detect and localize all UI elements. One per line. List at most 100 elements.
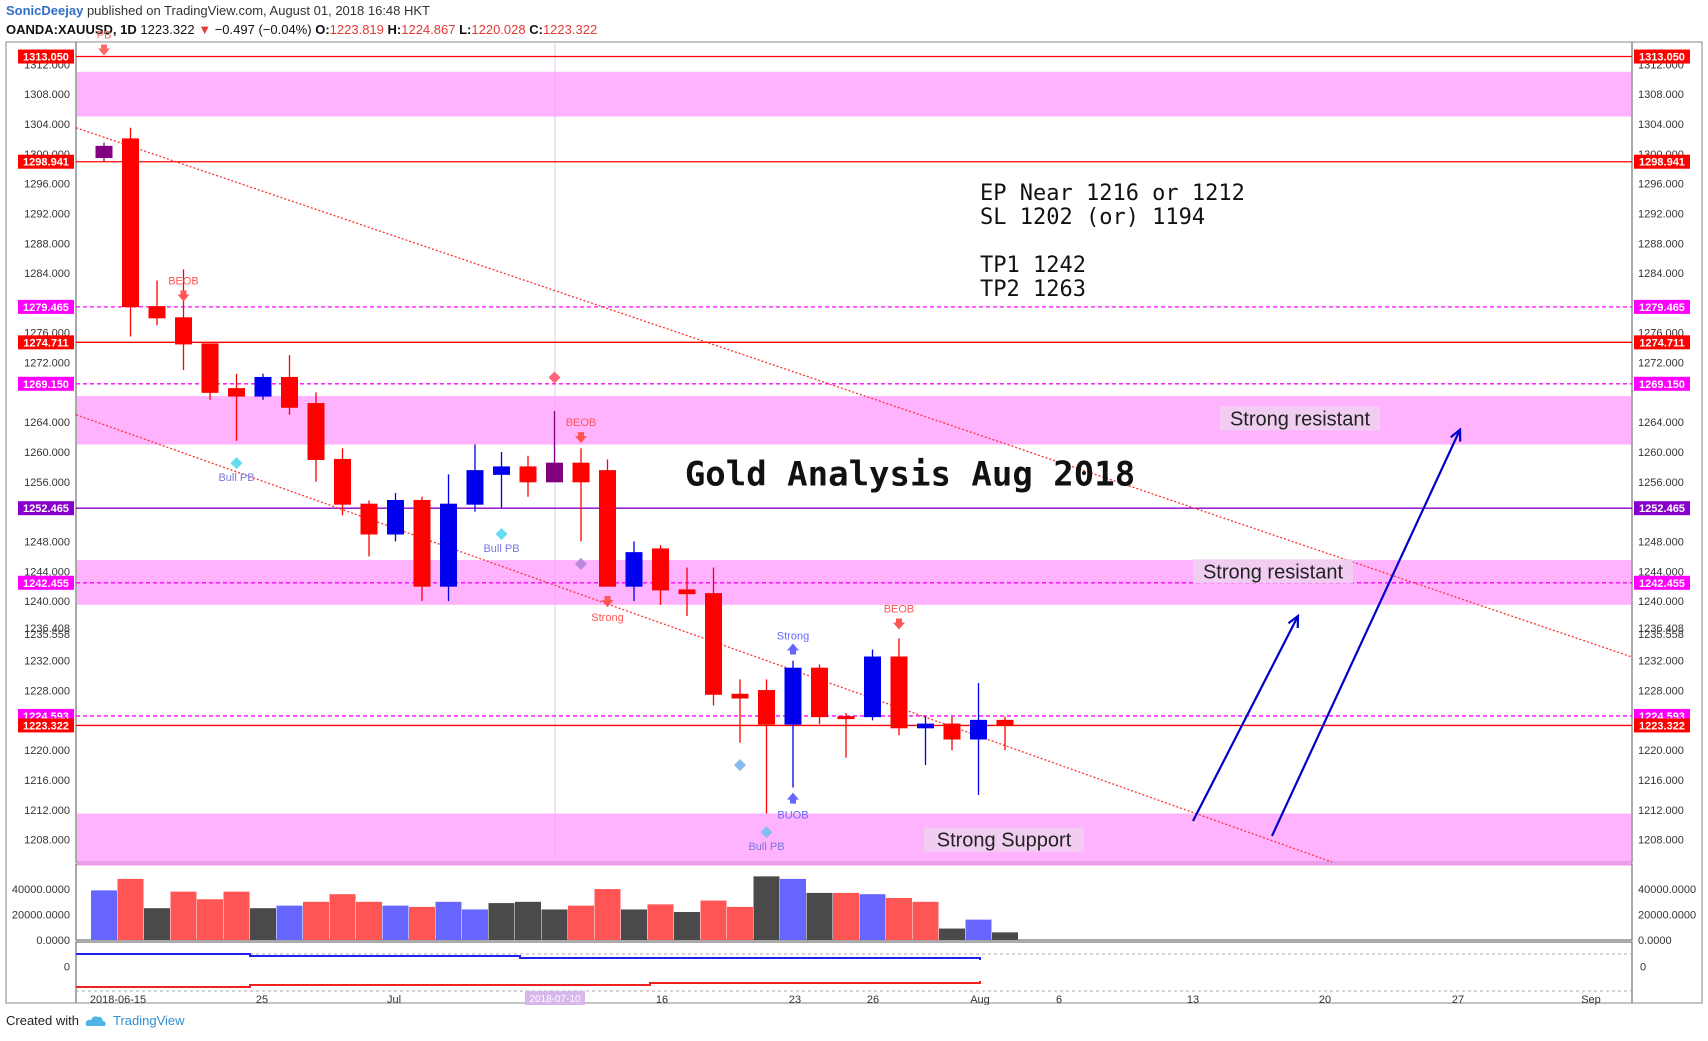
- chart-title: Gold Analysis Aug 2018: [685, 455, 1135, 495]
- price-badge-left-text: 1274.711: [23, 337, 68, 349]
- price-badge-left-text: 1252.465: [23, 503, 69, 515]
- price-badge-left-text: 1298.941: [23, 157, 69, 169]
- price-badge-left: [18, 376, 74, 391]
- volume-bar: [568, 905, 594, 940]
- candle-body: [334, 458, 351, 505]
- y-tick-label-left: 1264.000: [24, 417, 70, 429]
- volume-bar: [727, 906, 753, 940]
- price-badge-left: [18, 335, 74, 350]
- volume-bar: [488, 903, 515, 940]
- footer: Created with TradingView: [6, 1013, 185, 1028]
- y-tick-label-left: 1216.000: [24, 775, 70, 787]
- candle-body: [387, 499, 404, 535]
- y-tick-label-right: 1296.000: [1638, 179, 1684, 191]
- marker-label: Bull PB: [483, 543, 519, 555]
- y-tick-label-left: 1260.000: [24, 447, 70, 459]
- x-tick-label: 23: [789, 994, 801, 1005]
- y-tick-label-right: 1216.000: [1638, 775, 1684, 787]
- y-tick-label-left: 1296.000: [24, 179, 70, 191]
- candle-body: [95, 145, 113, 159]
- y-tick-label-right: 1304.000: [1638, 119, 1684, 131]
- y-tick-label-right: 1256.000: [1638, 477, 1684, 489]
- marker-label: PB: [97, 29, 112, 41]
- price-badge-right: [1634, 718, 1690, 733]
- y-tick-label-right: 1236.408: [1638, 623, 1684, 635]
- price-badge-left-text: 1242.455: [23, 578, 69, 590]
- y-tick-label-left: 1248.000: [24, 536, 70, 548]
- y-tick-label-right: 1288.000: [1638, 238, 1684, 250]
- upper-trendline: [75, 127, 1633, 658]
- projection-arrow-head: [1450, 427, 1462, 442]
- high-value: 1224.867: [401, 22, 456, 37]
- candle-body: [122, 138, 139, 308]
- candle-body: [413, 499, 431, 587]
- close-label: C:: [529, 22, 543, 37]
- volume-bar: [382, 905, 409, 940]
- zone-band: [77, 71, 1631, 117]
- candle-body: [466, 470, 484, 505]
- chart-area[interactable]: 1208.000 1208.000 1212.000 1212.000 1216.000…: [0, 0, 1708, 1005]
- price-badge-right-text: 1223.322: [1639, 720, 1685, 732]
- y-tick-label-right: 1232.000: [1638, 656, 1684, 668]
- zone-label-bg: [924, 827, 1084, 852]
- osc-zero-left: 0: [64, 962, 70, 974]
- trade-plan-line: TP2 1263: [980, 277, 1086, 302]
- candle-body: [758, 690, 775, 725]
- price-change: −0.497 (−0.04%): [214, 22, 312, 37]
- volume-bar: [594, 889, 621, 940]
- y-tick-label-right: 1240.000: [1638, 596, 1684, 608]
- diamond-marker: [230, 457, 243, 470]
- candle-body: [731, 693, 749, 699]
- candle-body: [440, 503, 457, 587]
- volume-bar: [356, 901, 382, 940]
- trade-plan-line: TP1 1242: [980, 253, 1086, 278]
- candle-body: [281, 376, 298, 408]
- candle-body: [943, 723, 961, 740]
- volume-tick-right: 40000.0000: [1638, 884, 1696, 896]
- candle-body: [307, 403, 325, 460]
- projection-arrow-line: [1192, 615, 1299, 822]
- volume-bar: [859, 894, 886, 940]
- volume-bar: [303, 901, 329, 940]
- zone-label: Strong resistant: [1203, 561, 1344, 583]
- volume-tick-right: 0.0000: [1638, 935, 1672, 947]
- x-tick-label: 25: [256, 994, 268, 1005]
- symbol-label: OANDA:XAUUSD, 1D: [6, 22, 137, 37]
- y-tick-label-right: 1308.000: [1638, 89, 1684, 101]
- candle-body: [254, 376, 272, 397]
- candle-body: [652, 548, 669, 591]
- volume-tick-right: 20000.0000: [1638, 910, 1696, 922]
- open-value: 1223.819: [329, 22, 384, 37]
- arrow-down-marker: [98, 44, 110, 56]
- low-value: 1220.028: [471, 22, 526, 37]
- price-badge-left: [18, 49, 74, 64]
- marker-label: Bull PB: [218, 472, 254, 484]
- diamond-marker: [760, 826, 773, 839]
- diamond-marker: [548, 371, 561, 384]
- x-tick-label: Aug: [970, 994, 990, 1005]
- price-badge-right: [1634, 49, 1690, 64]
- diamond-marker: [575, 557, 587, 570]
- chart-frame: [5, 41, 1703, 1004]
- volume-bar: [276, 905, 303, 940]
- price-badge-left: [18, 299, 74, 314]
- volume-bar: [647, 904, 674, 940]
- trade-plan-line: EP Near 1216 or 1212: [980, 181, 1245, 206]
- volume-tick-left: 20000.0000: [12, 910, 70, 922]
- y-tick-label-left: 1244.000: [24, 566, 70, 578]
- y-tick-label-right: 1284.000: [1638, 268, 1684, 280]
- x-tick-label: Jul: [387, 994, 401, 1005]
- price-badge-left-text: 1313.050: [23, 52, 69, 64]
- price-badge-left-text: 1269.150: [23, 379, 69, 391]
- x-tick-label: 16: [656, 994, 668, 1005]
- candle-body: [837, 716, 855, 720]
- x-tick-label: 26: [867, 994, 879, 1005]
- candle-body: [546, 462, 563, 483]
- author-link[interactable]: SonicDeejay: [6, 3, 84, 18]
- price-badge-left: [18, 575, 74, 590]
- tradingview-brand[interactable]: TradingView: [112, 1013, 185, 1028]
- price-badge-right-text: 1298.941: [1639, 157, 1685, 169]
- candle-body: [625, 552, 643, 587]
- marker-label: Bull PB: [748, 841, 784, 853]
- volume-bar: [329, 894, 356, 940]
